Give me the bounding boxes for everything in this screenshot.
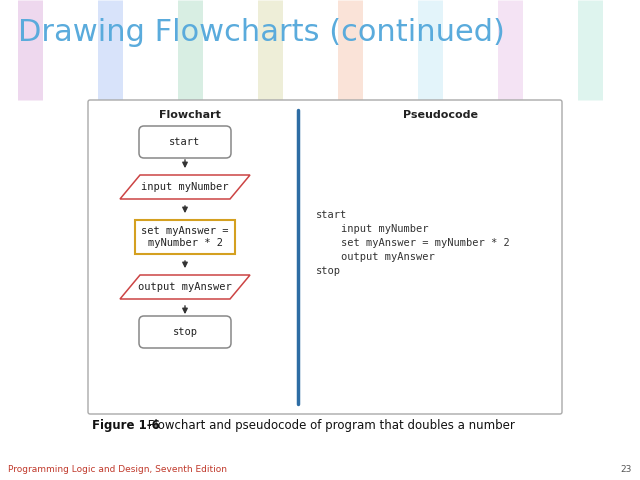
Text: set myAnswer = myNumber * 2: set myAnswer = myNumber * 2: [316, 238, 509, 248]
FancyBboxPatch shape: [139, 316, 231, 348]
Polygon shape: [120, 175, 250, 199]
Text: Flowchart: Flowchart: [159, 110, 221, 120]
Text: input myNumber: input myNumber: [141, 182, 228, 192]
FancyBboxPatch shape: [88, 100, 562, 414]
Text: output myAnswer: output myAnswer: [316, 252, 435, 262]
Text: start: start: [316, 210, 348, 220]
Text: stop: stop: [316, 266, 341, 276]
FancyBboxPatch shape: [139, 126, 231, 158]
Text: 23: 23: [621, 465, 632, 474]
Text: Programming Logic and Design, Seventh Edition: Programming Logic and Design, Seventh Ed…: [8, 465, 227, 474]
Text: Drawing Flowcharts (continued): Drawing Flowcharts (continued): [18, 18, 505, 47]
Text: input myNumber: input myNumber: [316, 224, 429, 234]
Text: stop: stop: [173, 327, 198, 337]
Text: output myAnswer: output myAnswer: [138, 282, 232, 292]
Polygon shape: [120, 275, 250, 299]
Text: Flowchart and pseudocode of program that doubles a number: Flowchart and pseudocode of program that…: [144, 419, 515, 432]
Text: set myAnswer =
myNumber * 2: set myAnswer = myNumber * 2: [141, 226, 228, 248]
Text: start: start: [170, 137, 200, 147]
Text: Figure 1-6: Figure 1-6: [92, 419, 160, 432]
Bar: [135, 220, 235, 254]
Text: Pseudocode: Pseudocode: [403, 110, 477, 120]
